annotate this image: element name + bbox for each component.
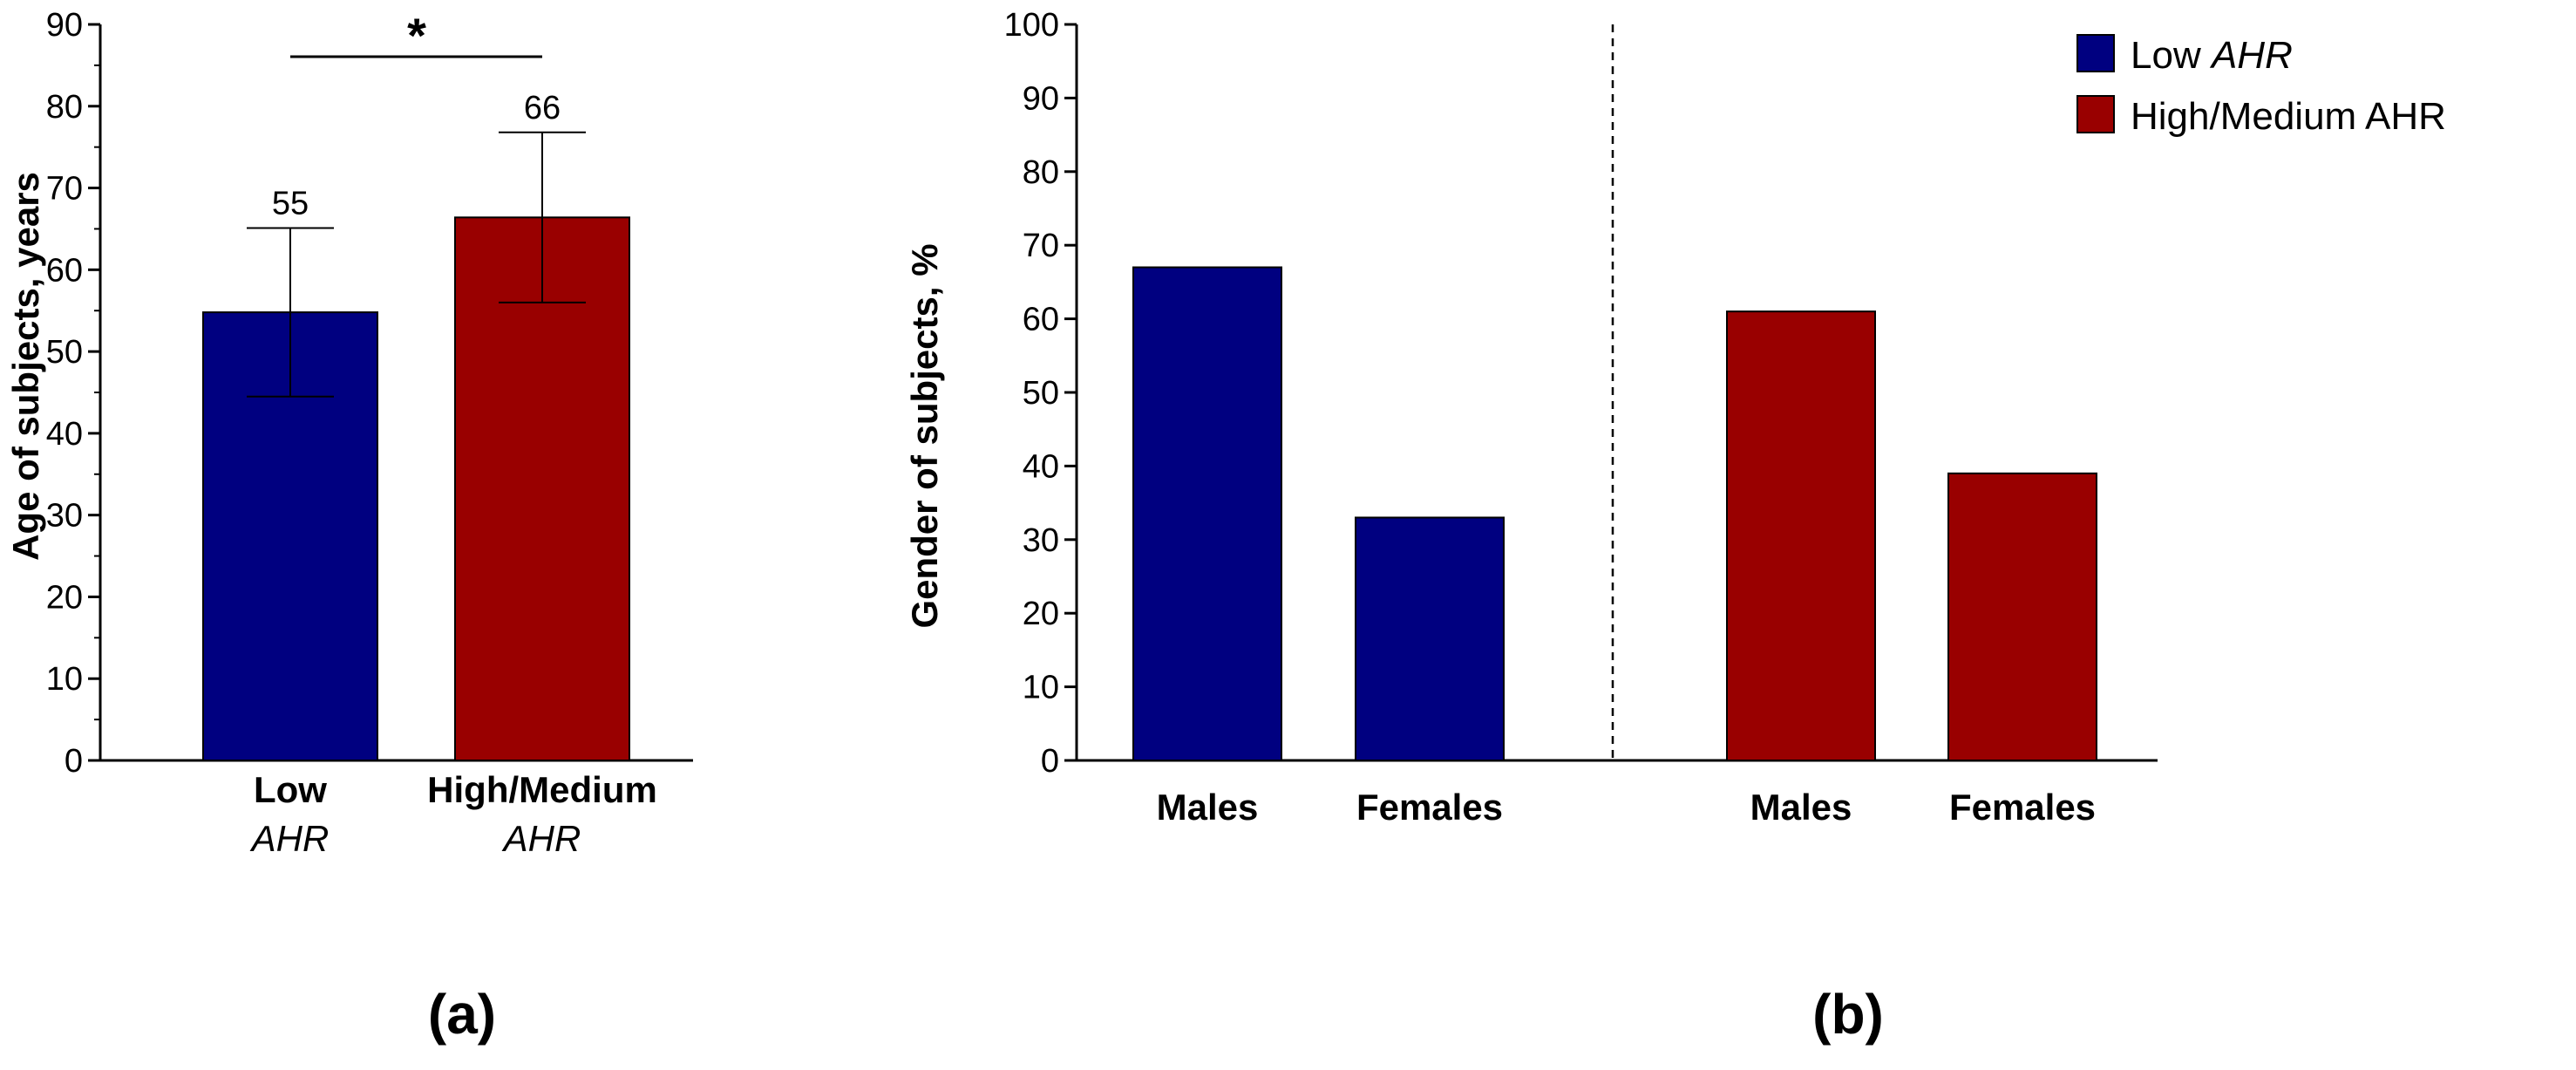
- panel-b-y-axis: 0 10 20 30 40 50 60 70 80 90 100: [1004, 7, 2158, 780]
- panel-b-y-tick-label: 20: [1023, 596, 1059, 632]
- panel-b-y-tick-label: 40: [1023, 448, 1059, 485]
- category-label-high-medium: High/Medium: [427, 769, 657, 810]
- panel-b-chart: Gender of subjects, % 0 10 20 30 40 50 60 70 80 9…: [904, 7, 2446, 1046]
- panel-a-y-axis: 0 10 20 30 40 50 60 70 80 90: [46, 7, 693, 780]
- panel-b-bars: [1132, 266, 2097, 762]
- bar-females-high-medium-ahr: [1947, 472, 2097, 762]
- category-label-females-high: Females: [1949, 787, 2096, 828]
- category-label-males-low: Males: [1157, 787, 1259, 828]
- panel-a-y-tick-label: 70: [46, 171, 83, 208]
- panel-b-y-tick-label: 70: [1023, 228, 1059, 264]
- panel-a-ylabel: Age of subjects, years: [5, 172, 46, 561]
- bar-high-medium-ahr: [454, 216, 630, 761]
- panel-b-y-tick-label: 50: [1023, 375, 1059, 412]
- significance-star: *: [407, 8, 426, 63]
- panel-a-y-tick-label: 0: [65, 743, 83, 780]
- legend: Low AHR High/Medium AHR: [2076, 34, 2446, 138]
- panel-a-y-tick-label: 60: [46, 252, 83, 289]
- legend-label-low: Low AHR: [2131, 34, 2293, 77]
- panel-a-x-labels: Low AHR High/Medium AHR: [249, 769, 657, 859]
- panel-a-chart: Age of subjects, years 0 10 20 30 40 50 60 70 80…: [5, 7, 693, 1046]
- panel-b-x-labels: Males Females Males Females: [1157, 787, 2096, 828]
- panel-b-y-tick-label: 100: [1004, 7, 1059, 44]
- panel-label-a: (a): [428, 983, 496, 1046]
- legend-swatch-low: [2076, 34, 2115, 72]
- panel-b-y-tick-label: 10: [1023, 670, 1059, 706]
- panel-b-y-tick-label: 0: [1041, 743, 1059, 780]
- panel-a-y-tick-label: 90: [46, 7, 83, 44]
- bar-males-low-ahr: [1132, 266, 1282, 761]
- panel-a-y-tick-label: 50: [46, 334, 83, 371]
- panel-a-y-tick-label: 30: [46, 498, 83, 535]
- bar-females-low-ahr: [1355, 516, 1505, 761]
- panel-a-y-tick-label: 10: [46, 661, 83, 698]
- panel-b-y-tick-label: 80: [1023, 154, 1059, 191]
- panel-a-y-tick-label: 20: [46, 579, 83, 616]
- panel-a-bars: 55 66: [202, 90, 630, 761]
- panel-b-y-tick-label: 30: [1023, 522, 1059, 559]
- panel-label-b: (b): [1812, 983, 1884, 1046]
- panel-b-y-tick-label: 60: [1023, 302, 1059, 338]
- data-label: 55: [272, 186, 309, 222]
- panel-a-y-tick-label: 40: [46, 416, 83, 453]
- data-label: 66: [524, 90, 561, 126]
- legend-swatch-high: [2076, 95, 2115, 133]
- category-label-males-high: Males: [1750, 787, 1852, 828]
- category-label-females-low: Females: [1356, 787, 1503, 828]
- legend-label-high: High/Medium AHR: [2131, 95, 2446, 138]
- category-label-low-ahr: AHR: [249, 818, 330, 859]
- category-label-high-medium-ahr: AHR: [501, 818, 581, 859]
- category-label-low: Low: [254, 769, 327, 810]
- bar-males-high-medium-ahr: [1726, 310, 1876, 762]
- panel-b-y-tick-label: 90: [1023, 80, 1059, 117]
- panel-a-y-tick-label: 80: [46, 89, 83, 126]
- panel-b-ylabel: Gender of subjects, %: [904, 243, 945, 628]
